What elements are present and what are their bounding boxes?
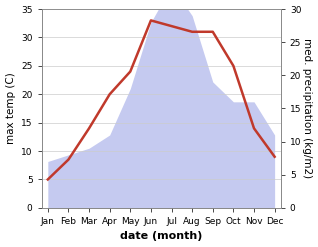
X-axis label: date (month): date (month) bbox=[120, 231, 203, 242]
Y-axis label: max temp (C): max temp (C) bbox=[5, 73, 16, 144]
Y-axis label: med. precipitation (kg/m2): med. precipitation (kg/m2) bbox=[302, 38, 313, 179]
